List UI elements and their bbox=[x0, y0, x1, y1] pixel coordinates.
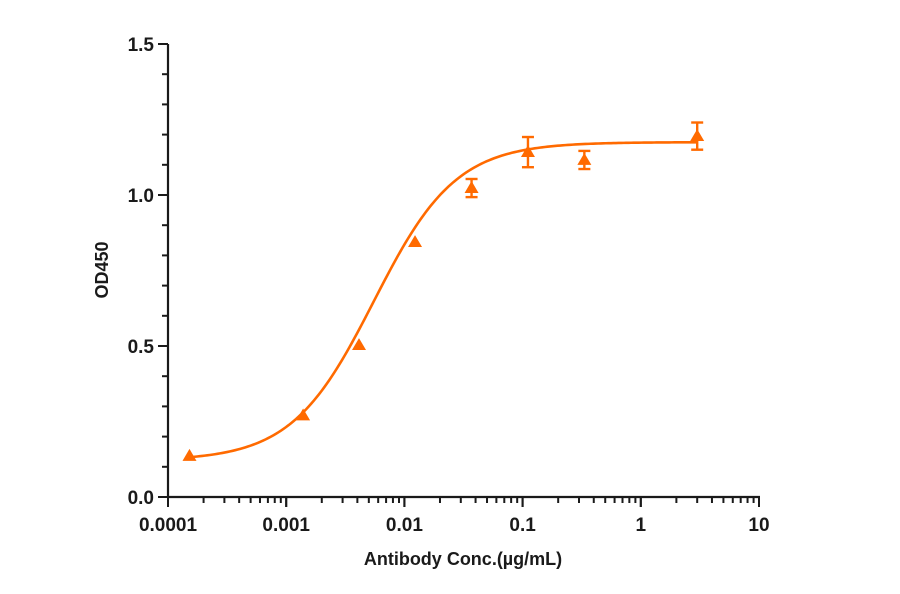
data-point-triangle bbox=[464, 181, 479, 193]
data-point-triangle bbox=[182, 448, 197, 461]
x-tick-label: 0.001 bbox=[262, 515, 310, 536]
x-tick-label: 0.01 bbox=[386, 515, 423, 536]
x-tick-label: 10 bbox=[748, 515, 769, 536]
data-point-triangle bbox=[296, 408, 311, 421]
data-point-triangle bbox=[577, 152, 592, 165]
x-tick-label: 0.0001 bbox=[139, 515, 198, 536]
y-tick-label: 1.5 bbox=[128, 35, 155, 56]
y-axis-title: OD450 bbox=[92, 241, 112, 298]
data-point-triangle bbox=[690, 129, 705, 142]
x-axis: 0.0001 0.001 0.01 0.1 1 10 bbox=[139, 495, 770, 536]
x-tick-label: 1 bbox=[636, 515, 647, 536]
y-tick-label: 0.5 bbox=[128, 337, 155, 358]
y-tick-label: 1.0 bbox=[128, 186, 154, 207]
y-axis: 0.0 0.5 1.0 1.5 bbox=[128, 35, 170, 509]
data-points bbox=[182, 121, 705, 461]
x-axis-title: Antibody Conc.(µg/mL) bbox=[364, 549, 562, 569]
x-tick-label: 0.1 bbox=[509, 515, 536, 536]
data-point-triangle bbox=[408, 235, 423, 248]
data-point-triangle bbox=[520, 145, 535, 158]
data-point-triangle bbox=[352, 338, 367, 350]
y-tick-label: 0.0 bbox=[128, 488, 154, 509]
fit-curve bbox=[189, 140, 698, 459]
